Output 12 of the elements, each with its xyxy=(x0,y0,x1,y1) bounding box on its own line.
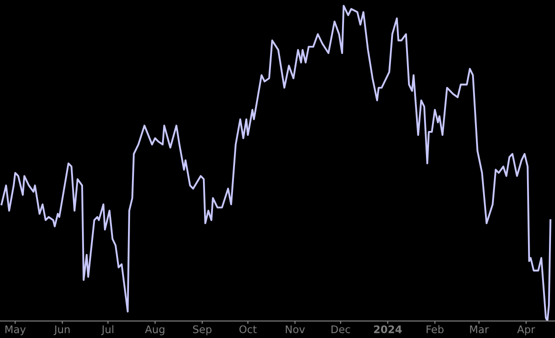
x-tick-label: Feb xyxy=(426,325,444,334)
x-tick-label: Dec xyxy=(332,325,350,334)
x-tick-label: Mar xyxy=(470,325,489,334)
x-tick-label: Nov xyxy=(286,325,305,334)
x-tick-label: 2024 xyxy=(374,325,402,334)
x-tick-label: Oct xyxy=(239,325,257,334)
x-tick-label: May xyxy=(5,325,26,336)
x-tick-label: Apr xyxy=(517,325,536,336)
x-tick-label: Sep xyxy=(193,325,212,336)
x-tick-label: Aug xyxy=(145,325,164,336)
x-tick-label: Jul xyxy=(101,325,114,336)
x-tick-label: Jun xyxy=(54,325,70,336)
